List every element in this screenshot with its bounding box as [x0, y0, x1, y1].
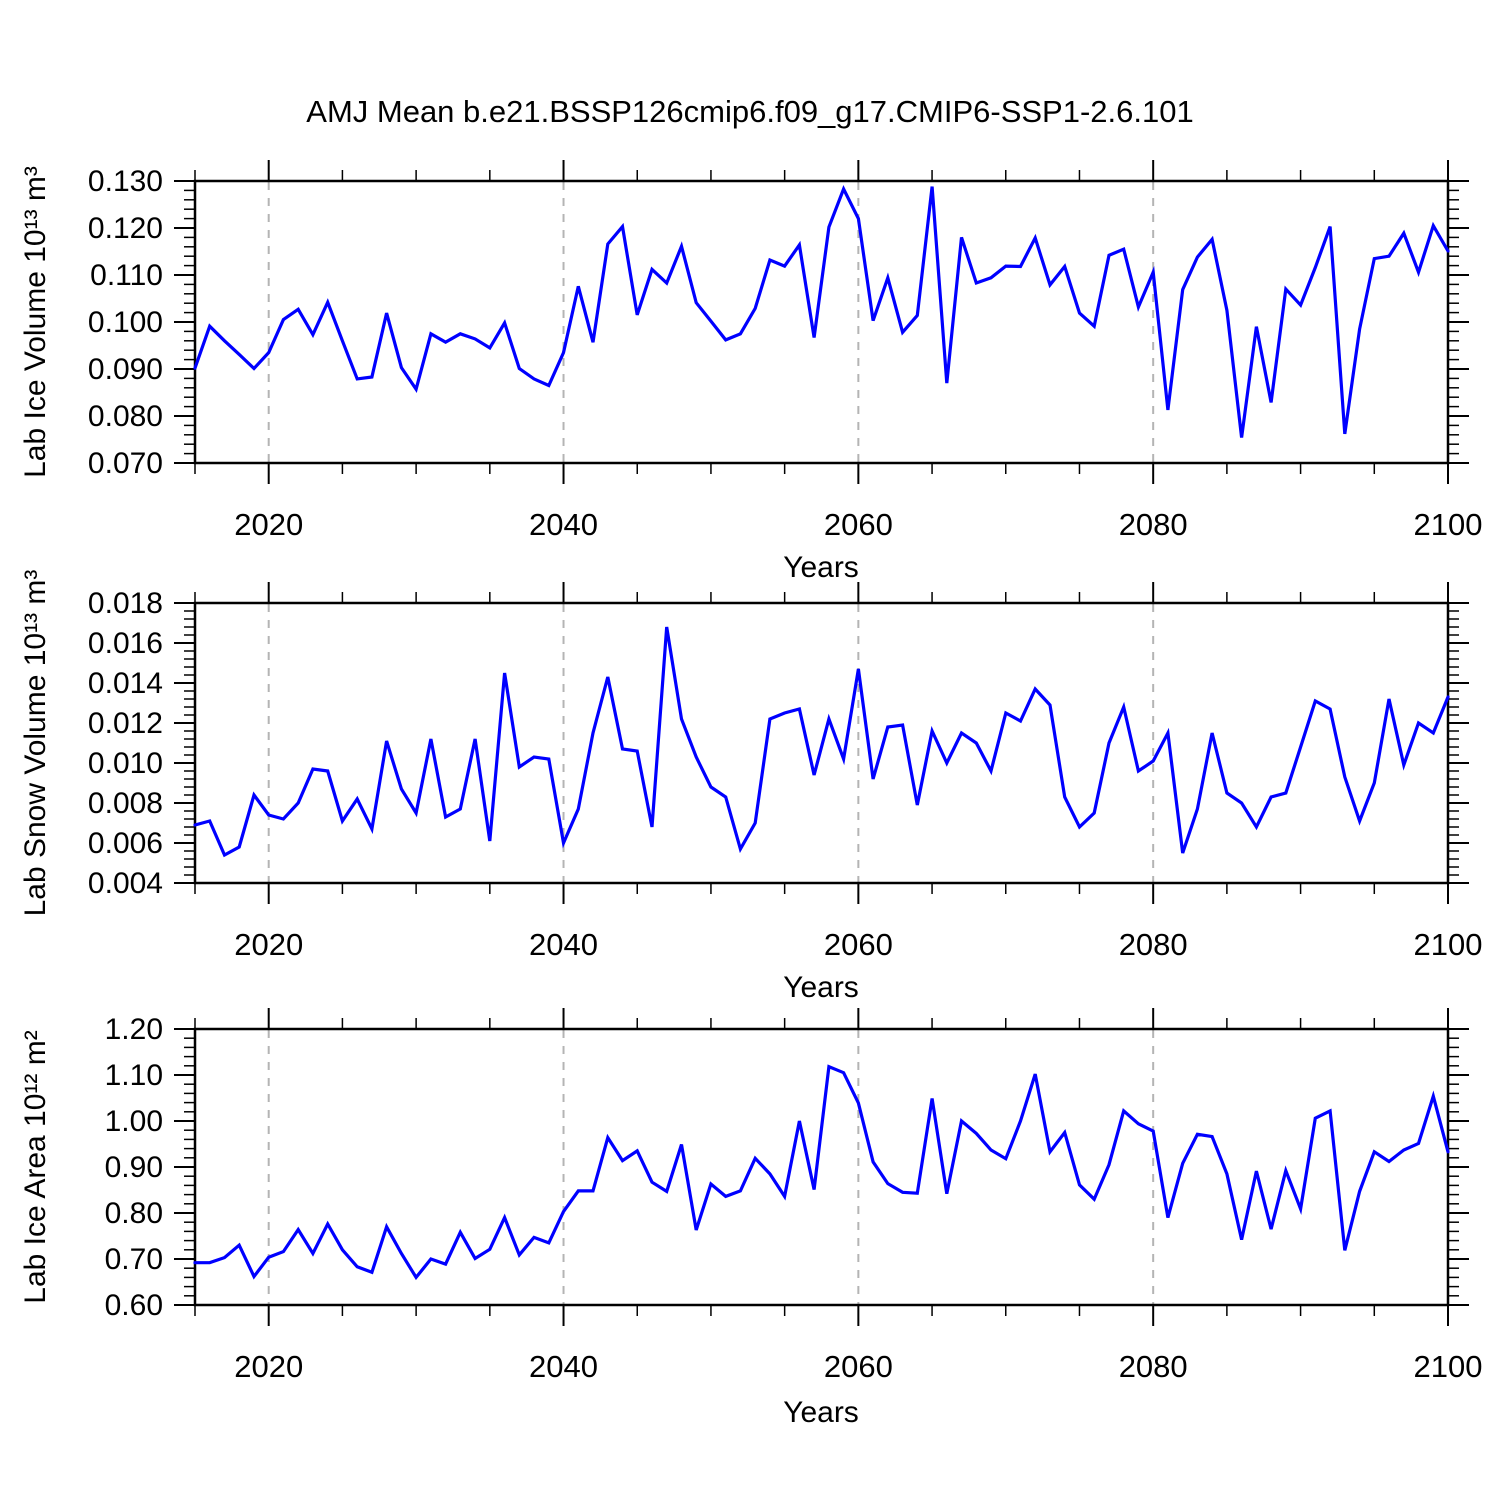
y-axis-title-ice-area: Lab Ice Area 10¹² m² — [19, 1030, 52, 1304]
y-axis-title-ice-volume: Lab Ice Volume 10¹³ m³ — [19, 166, 52, 478]
y-tick-label-panel3-4: 0.80 — [105, 1197, 163, 1230]
y-tick-label-panel1-0: 0.130 — [88, 165, 163, 198]
x-axis-title-years-1: Years — [783, 551, 859, 584]
y-tick-label-panel3-5: 0.70 — [105, 1243, 163, 1276]
x-tick-label-panel3-2080: 2080 — [1119, 1349, 1188, 1384]
x-axis-title-years-3: Years — [783, 1396, 859, 1429]
y-tick-label-panel2-0: 0.018 — [88, 587, 163, 620]
y-tick-label-panel2-1: 0.016 — [88, 627, 163, 660]
x-tick-label-panel1-2040: 2040 — [529, 507, 598, 542]
x-axis-title-years-2: Years — [783, 971, 859, 1004]
y-tick-label-panel1-4: 0.090 — [88, 353, 163, 386]
x-tick-label-panel2-2060: 2060 — [824, 927, 893, 962]
y-tick-label-panel2-4: 0.010 — [88, 747, 163, 780]
y-tick-label-panel1-2: 0.110 — [90, 259, 163, 292]
plot-frame-panel3 — [193, 1027, 1450, 1307]
y-tick-label-panel1-1: 0.120 — [88, 212, 163, 245]
y-tick-label-panel3-0: 1.20 — [105, 1013, 163, 1046]
x-tick-label-panel1-2060: 2060 — [824, 507, 893, 542]
x-tick-label-panel3-2040: 2040 — [529, 1349, 598, 1384]
y-tick-label-panel2-7: 0.004 — [88, 867, 163, 900]
x-tick-label-panel3-2020: 2020 — [234, 1349, 303, 1384]
x-tick-label-panel1-2020: 2020 — [234, 507, 303, 542]
plot-frame-panel1 — [193, 179, 1450, 465]
y-tick-label-panel3-3: 0.90 — [105, 1151, 163, 1184]
y-tick-label-panel3-1: 1.10 — [105, 1059, 163, 1092]
y-tick-label-panel1-5: 0.080 — [88, 400, 163, 433]
plot-title: AMJ Mean b.e21.BSSP126cmip6.f09_g17.CMIP… — [306, 94, 1194, 129]
x-tick-label-panel1-2080: 2080 — [1119, 507, 1188, 542]
y-tick-label-panel1-6: 0.070 — [88, 447, 163, 480]
x-tick-label-panel2-2080: 2080 — [1119, 927, 1188, 962]
y-tick-label-panel3-2: 1.00 — [105, 1105, 163, 1138]
x-tick-label-panel3-2060: 2060 — [824, 1349, 893, 1384]
y-tick-label-panel2-5: 0.008 — [88, 787, 163, 820]
y-tick-label-panel2-3: 0.012 — [88, 707, 163, 740]
y-tick-label-panel2-6: 0.006 — [88, 827, 163, 860]
data-line-panel3 — [193, 1064, 1450, 1281]
data-line-panel2 — [193, 626, 1450, 858]
plot-frame-panel2 — [193, 601, 1450, 885]
x-tick-label-panel1-2100: 2100 — [1414, 507, 1483, 542]
y-tick-label-panel2-2: 0.014 — [88, 667, 163, 700]
y-tick-label-panel3-6: 0.60 — [105, 1289, 163, 1322]
y-axis-title-snow-volume: Lab Snow Volume 10¹³ m³ — [19, 569, 52, 917]
x-tick-label-panel2-2100: 2100 — [1414, 927, 1483, 962]
x-tick-label-panel2-2040: 2040 — [529, 927, 598, 962]
x-tick-label-panel2-2020: 2020 — [234, 927, 303, 962]
y-tick-label-panel1-3: 0.100 — [88, 306, 163, 339]
data-line-panel1 — [193, 185, 1450, 438]
x-tick-label-panel3-2100: 2100 — [1414, 1349, 1483, 1384]
